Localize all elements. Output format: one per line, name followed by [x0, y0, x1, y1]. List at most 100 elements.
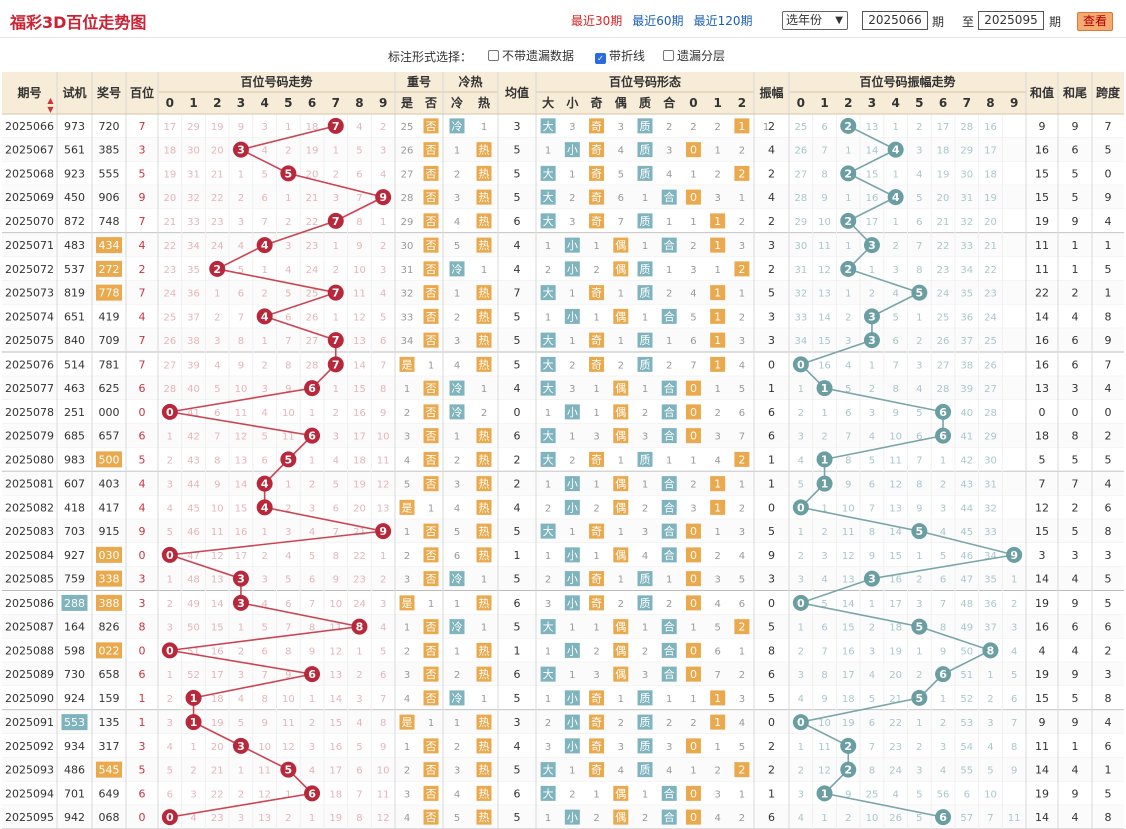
range-30-link[interactable]: 最近30期 [571, 14, 623, 28]
trend-miss: 9 [285, 670, 291, 681]
road-badge: 1 [710, 285, 726, 301]
road-miss: 2 [739, 146, 745, 157]
amp-miss: 6 [892, 336, 898, 347]
hot-badge: 热 [476, 356, 492, 372]
trend-miss: 1 [238, 169, 244, 180]
amplitude-value: 5 [768, 525, 775, 538]
prize-number-bg [96, 642, 122, 659]
option-no-missing[interactable]: 不带遗漏数据 [488, 47, 574, 64]
trend-miss: 11 [282, 718, 295, 729]
hot-badge-bg [476, 499, 492, 515]
checkbox-checked-icon[interactable]: ✓ [595, 53, 606, 64]
amplitude-value: 1 [768, 453, 775, 466]
road-badge-bg [710, 213, 726, 229]
hotcold-miss: 1 [454, 599, 460, 610]
hot-badge-bg [476, 451, 492, 467]
shape-badge-text: 偶 [615, 263, 626, 276]
test-number: 923 [64, 167, 85, 180]
range-120-link[interactable]: 最近120期 [693, 14, 753, 28]
repeat-badge: 否 [423, 451, 439, 467]
amp-ball-circle [840, 212, 857, 229]
repeat-badge-text: 否 [426, 525, 437, 538]
shape-badge-text: 质 [640, 120, 651, 133]
sum-value: 15 [1035, 525, 1049, 538]
hot-badge-bg [476, 165, 492, 181]
trend-miss: 4 [380, 623, 386, 634]
shape-miss: 1 [545, 646, 551, 657]
road-miss: 4 [739, 718, 745, 729]
amp-miss: 6 [916, 432, 922, 443]
trend-ball-text: 7 [332, 215, 340, 228]
shape-badge: 奇 [589, 213, 605, 229]
amp-miss: 24 [984, 312, 997, 323]
amp-miss: 2 [916, 122, 922, 133]
trend-ball-circle [232, 737, 249, 754]
trend-miss: 5 [285, 289, 291, 300]
amp-miss: 3 [869, 646, 875, 657]
checkbox-icon[interactable] [663, 50, 674, 61]
sum-tail-value: 6 [1072, 358, 1079, 371]
trend-miss: 23 [211, 217, 224, 228]
amp-miss: 14 [889, 527, 902, 538]
year-select[interactable]: 选年份 ▼ [782, 11, 848, 30]
trend-miss: 19 [211, 122, 224, 133]
repeat-miss: 3 [404, 670, 410, 681]
amp-ball-circle [935, 427, 952, 444]
shape-badge-text: 小 [567, 716, 578, 729]
road-miss: 3 [739, 336, 745, 347]
query-button[interactable]: 查看 [1077, 12, 1113, 31]
sort-icon[interactable]: ▲▼ [46, 96, 55, 114]
period-to-input[interactable]: 2025095 [978, 11, 1044, 30]
repeat-badge: 否 [423, 547, 439, 563]
span-value: 4 [1105, 382, 1112, 395]
shape-badge-text: 质 [640, 692, 651, 705]
amp-ball: 2 [840, 165, 857, 182]
trend-miss: 19 [353, 480, 366, 491]
amp-miss: 4 [892, 789, 898, 800]
trend-miss: 3 [380, 599, 386, 610]
hot-badge-bg [476, 476, 492, 492]
option-with-line[interactable]: ✓ 带折线 [595, 47, 645, 64]
table-row [2, 781, 1124, 806]
period-from-input[interactable]: 2025066 [862, 11, 928, 30]
road-miss: 7 [714, 670, 720, 681]
checkbox-icon[interactable] [488, 50, 499, 61]
trend-miss: 9 [214, 480, 220, 491]
trend-miss: 5 [333, 480, 339, 491]
amp-miss: 12 [818, 265, 831, 276]
repeat-miss: 4 [404, 694, 410, 705]
shape-badge-text: 奇 [591, 358, 602, 371]
shape-badge-bg [637, 762, 653, 778]
road-miss: 4 [739, 551, 745, 562]
amp-ball: 6 [935, 427, 952, 444]
sum-value: 15 [1035, 692, 1049, 705]
amp-miss: 28 [984, 408, 997, 419]
hundreds-digit: 9 [139, 191, 146, 204]
amp-miss: 20 [889, 670, 902, 681]
issue-number: 2025084 [5, 549, 54, 562]
shape-badge-bg [589, 738, 605, 754]
sum-tail-value: 2 [1072, 501, 1079, 514]
amp-ball: 3 [863, 308, 880, 325]
shape-badge: 偶 [613, 809, 629, 825]
col-header-junzhi: 均值 [505, 85, 529, 100]
repeat-miss: 4 [404, 455, 410, 466]
shape-badge-text: 小 [567, 310, 578, 323]
shape-badge: 质 [637, 285, 653, 301]
trend-ball-text: 0 [166, 644, 174, 657]
avg-value: 5 [514, 692, 521, 705]
test-number: 164 [64, 621, 85, 634]
repeat-badge: 否 [423, 380, 439, 396]
shape-badge: 合 [661, 642, 677, 658]
repeat-badge-text: 是 [402, 358, 413, 371]
option-layered[interactable]: 遗漏分层 [663, 47, 725, 64]
range-60-link[interactable]: 最近60期 [632, 14, 684, 28]
shape-badge-bg [613, 404, 629, 420]
test-number: 685 [64, 430, 85, 443]
amp-miss: 2 [892, 241, 898, 252]
shape-miss: 2 [569, 360, 575, 371]
trend-miss: 6 [214, 408, 220, 419]
road-badge: 1 [710, 332, 726, 348]
shape-badge-text: 合 [664, 643, 675, 657]
shape-badge: 奇 [589, 189, 605, 205]
